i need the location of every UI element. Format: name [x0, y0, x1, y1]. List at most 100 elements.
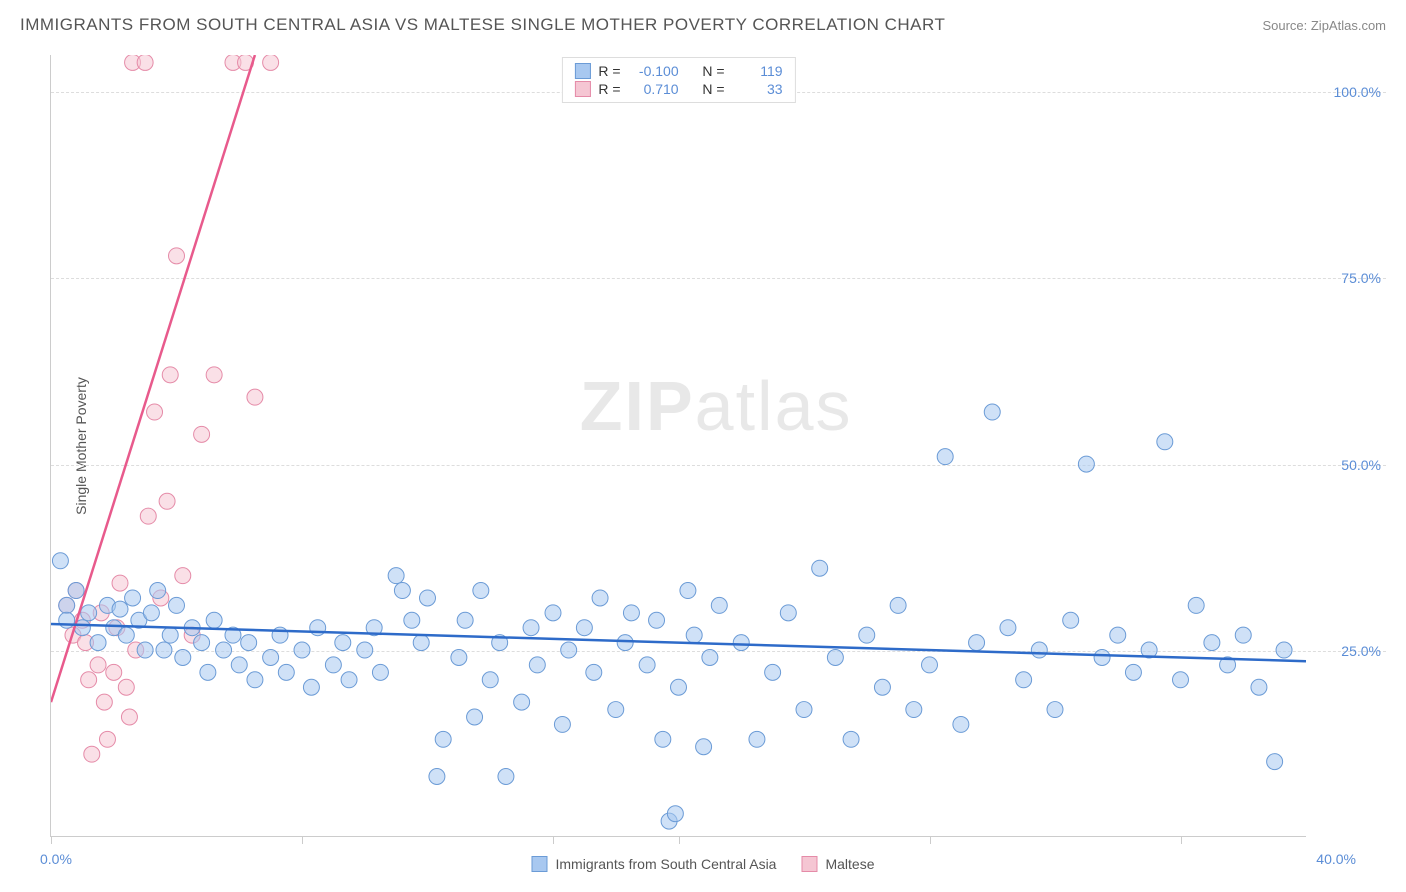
data-point — [194, 426, 210, 442]
x-min-label: 0.0% — [40, 851, 72, 867]
data-point — [1204, 635, 1220, 651]
data-point — [118, 679, 134, 695]
data-point — [827, 649, 843, 665]
scatter-svg — [51, 55, 1306, 836]
plot-area: ZIPatlas R = -0.100 N = 119 R = 0.710 N … — [50, 55, 1306, 837]
data-point — [106, 664, 122, 680]
data-point — [586, 664, 602, 680]
data-point — [162, 627, 178, 643]
data-point — [247, 389, 263, 405]
data-point — [514, 694, 530, 710]
legend-label-blue: Immigrants from South Central Asia — [555, 856, 776, 872]
r-label: R = — [598, 81, 620, 97]
data-point — [592, 590, 608, 606]
data-point — [325, 657, 341, 673]
data-point — [112, 601, 128, 617]
legend-label-pink: Maltese — [825, 856, 874, 872]
data-point — [686, 627, 702, 643]
data-point — [90, 657, 106, 673]
data-point — [1063, 612, 1079, 628]
data-point — [263, 649, 279, 665]
data-point — [175, 649, 191, 665]
data-point — [1235, 627, 1251, 643]
x-tick — [302, 836, 303, 844]
data-point — [241, 635, 257, 651]
data-point — [140, 508, 156, 524]
data-point — [874, 679, 890, 695]
data-point — [216, 642, 232, 658]
x-tick — [1181, 836, 1182, 844]
data-point — [247, 672, 263, 688]
data-point — [1267, 754, 1283, 770]
data-point — [59, 597, 75, 613]
data-point — [84, 746, 100, 762]
x-max-label: 40.0% — [1316, 851, 1356, 867]
stats-legend-box: R = -0.100 N = 119 R = 0.710 N = 33 — [561, 57, 795, 103]
data-point — [112, 575, 128, 591]
data-point — [482, 672, 498, 688]
data-point — [175, 568, 191, 584]
data-point — [206, 367, 222, 383]
header: IMMIGRANTS FROM SOUTH CENTRAL ASIA VS MA… — [20, 15, 1386, 35]
data-point — [150, 583, 166, 599]
data-point — [200, 664, 216, 680]
data-point — [303, 679, 319, 695]
blue-swatch-icon — [574, 63, 590, 79]
data-point — [696, 739, 712, 755]
data-point — [404, 612, 420, 628]
data-point — [608, 702, 624, 718]
data-point — [169, 248, 185, 264]
data-point — [90, 635, 106, 651]
data-point — [81, 605, 97, 621]
bottom-legend: Immigrants from South Central Asia Malte… — [531, 856, 874, 872]
data-point — [467, 709, 483, 725]
data-point — [194, 635, 210, 651]
data-point — [68, 583, 84, 599]
data-point — [341, 672, 357, 688]
data-point — [1125, 664, 1141, 680]
data-point — [545, 605, 561, 621]
data-point — [118, 627, 134, 643]
data-point — [529, 657, 545, 673]
data-point — [121, 709, 137, 725]
n-value-pink: 33 — [733, 81, 783, 97]
x-tick — [930, 836, 931, 844]
data-point — [969, 635, 985, 651]
data-point — [278, 664, 294, 680]
data-point — [357, 642, 373, 658]
data-point — [711, 597, 727, 613]
data-point — [780, 605, 796, 621]
data-point — [733, 635, 749, 651]
data-point — [1276, 642, 1292, 658]
data-point — [623, 605, 639, 621]
data-point — [1157, 434, 1173, 450]
data-point — [52, 553, 68, 569]
data-point — [429, 769, 445, 785]
data-point — [99, 731, 115, 747]
data-point — [263, 55, 279, 70]
data-point — [335, 635, 351, 651]
data-point — [937, 449, 953, 465]
chart-title: IMMIGRANTS FROM SOUTH CENTRAL ASIA VS MA… — [20, 15, 945, 35]
r-value-blue: -0.100 — [629, 63, 679, 79]
y-tick-label: 25.0% — [1341, 643, 1381, 659]
data-point — [159, 493, 175, 509]
data-point — [639, 657, 655, 673]
data-point — [749, 731, 765, 747]
data-point — [156, 642, 172, 658]
stats-row-blue: R = -0.100 N = 119 — [574, 62, 782, 80]
data-point — [473, 583, 489, 599]
data-point — [671, 679, 687, 695]
data-point — [843, 731, 859, 747]
data-point — [206, 612, 222, 628]
data-point — [457, 612, 473, 628]
n-label: N = — [702, 63, 724, 79]
data-point — [1094, 649, 1110, 665]
data-point — [125, 590, 141, 606]
data-point — [765, 664, 781, 680]
data-point — [649, 612, 665, 628]
data-point — [890, 597, 906, 613]
data-point — [420, 590, 436, 606]
data-point — [388, 568, 404, 584]
blue-swatch-icon — [531, 856, 547, 872]
